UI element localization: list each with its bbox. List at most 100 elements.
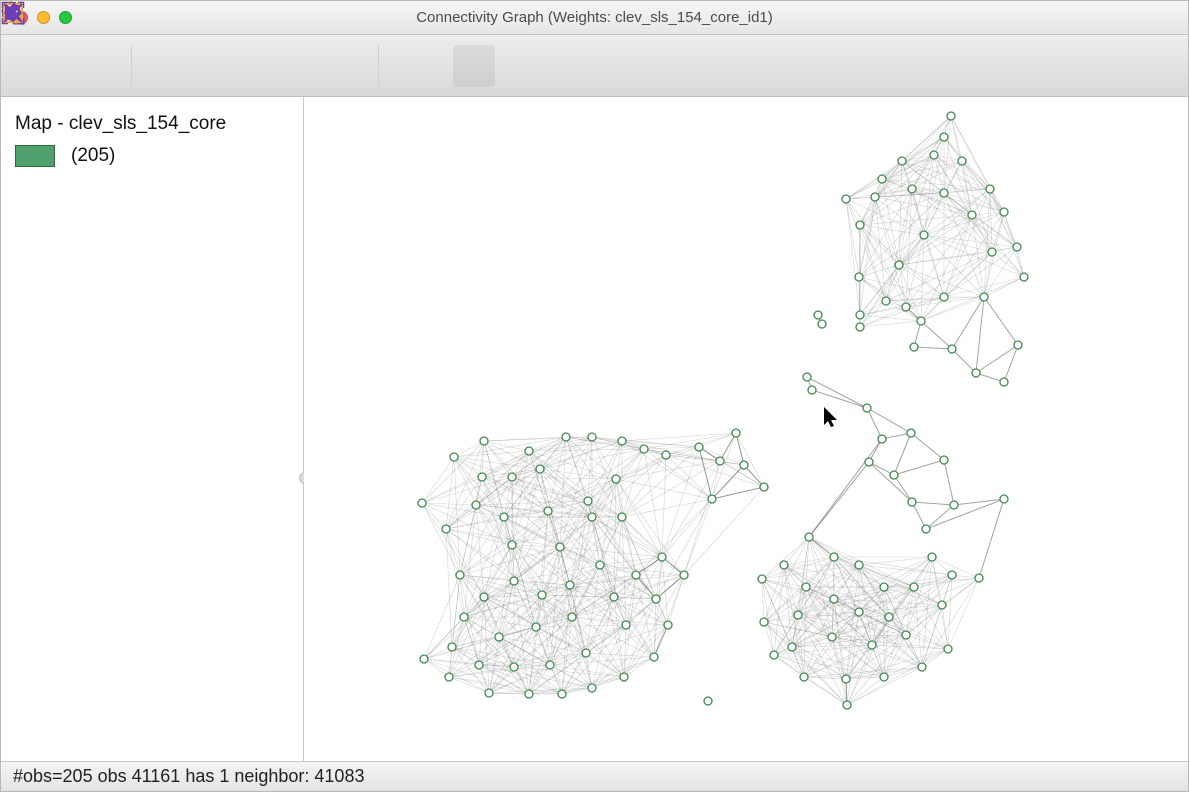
graph-node[interactable] bbox=[695, 443, 703, 451]
graph-node[interactable] bbox=[588, 513, 596, 521]
graph-node[interactable] bbox=[632, 571, 640, 579]
graph-node[interactable] bbox=[760, 618, 768, 626]
graph-node[interactable] bbox=[650, 653, 658, 661]
graph-node[interactable] bbox=[588, 684, 596, 692]
graph-node[interactable] bbox=[902, 631, 910, 639]
graph-node[interactable] bbox=[828, 633, 836, 641]
graph-node[interactable] bbox=[805, 533, 813, 541]
graph-node[interactable] bbox=[472, 501, 480, 509]
graph-node[interactable] bbox=[1014, 341, 1022, 349]
graph-node[interactable] bbox=[917, 317, 925, 325]
graph-node[interactable] bbox=[478, 473, 486, 481]
graph-node[interactable] bbox=[800, 673, 808, 681]
graph-node[interactable] bbox=[922, 525, 930, 533]
graph-node[interactable] bbox=[662, 451, 670, 459]
graph-node[interactable] bbox=[566, 581, 574, 589]
graph-node[interactable] bbox=[948, 345, 956, 353]
graph-node[interactable] bbox=[843, 701, 851, 709]
graph-node[interactable] bbox=[442, 525, 450, 533]
graph-node[interactable] bbox=[618, 513, 626, 521]
graph-node[interactable] bbox=[958, 157, 966, 165]
graph-node[interactable] bbox=[788, 643, 796, 651]
graph-node[interactable] bbox=[618, 437, 626, 445]
graph-node[interactable] bbox=[930, 151, 938, 159]
graph-node[interactable] bbox=[418, 499, 426, 507]
graph-node[interactable] bbox=[732, 429, 740, 437]
graph-node[interactable] bbox=[485, 689, 493, 697]
graph-node[interactable] bbox=[508, 541, 516, 549]
graph-node[interactable] bbox=[871, 193, 879, 201]
graph-node[interactable] bbox=[582, 649, 590, 657]
zoom-in-icon[interactable] bbox=[150, 45, 192, 87]
graph-node[interactable] bbox=[988, 248, 996, 256]
graph-node[interactable] bbox=[855, 273, 863, 281]
graph-node[interactable] bbox=[910, 343, 918, 351]
refresh-icon[interactable] bbox=[453, 45, 495, 87]
graph-node[interactable] bbox=[480, 437, 488, 445]
graph-node[interactable] bbox=[918, 663, 926, 671]
graph-node[interactable] bbox=[975, 574, 983, 582]
graph-node[interactable] bbox=[895, 261, 903, 269]
graph-node[interactable] bbox=[940, 456, 948, 464]
zoom-out-icon[interactable] bbox=[206, 45, 248, 87]
graph-node[interactable] bbox=[716, 457, 724, 465]
graph-node[interactable] bbox=[940, 293, 948, 301]
graph-node[interactable] bbox=[802, 583, 810, 591]
graph-node[interactable] bbox=[448, 643, 456, 651]
graph-node[interactable] bbox=[640, 445, 648, 453]
graph-node[interactable] bbox=[986, 185, 994, 193]
graph-node[interactable] bbox=[780, 561, 788, 569]
graph-node[interactable] bbox=[948, 571, 956, 579]
graph-node[interactable] bbox=[910, 583, 918, 591]
graph-node[interactable] bbox=[510, 577, 518, 585]
graph-node[interactable] bbox=[652, 595, 660, 603]
graph-node[interactable] bbox=[898, 157, 906, 165]
graph-node[interactable] bbox=[830, 553, 838, 561]
graph-node[interactable] bbox=[907, 429, 915, 437]
graph-node[interactable] bbox=[908, 185, 916, 193]
graph-node[interactable] bbox=[880, 583, 888, 591]
fit-icon[interactable] bbox=[318, 45, 360, 87]
pan-icon[interactable] bbox=[262, 45, 304, 87]
graph-node[interactable] bbox=[940, 189, 948, 197]
graph-node[interactable] bbox=[450, 453, 458, 461]
graph-node[interactable] bbox=[708, 495, 716, 503]
rect-select-icon[interactable] bbox=[71, 45, 113, 87]
graph-node[interactable] bbox=[856, 323, 864, 331]
graph-node[interactable] bbox=[480, 593, 488, 601]
graph-node[interactable] bbox=[460, 613, 468, 621]
graph-node[interactable] bbox=[818, 320, 826, 328]
graph-node[interactable] bbox=[445, 673, 453, 681]
graph-node[interactable] bbox=[495, 633, 503, 641]
graph-node[interactable] bbox=[544, 507, 552, 515]
graph-node[interactable] bbox=[770, 651, 778, 659]
weights-icon[interactable] bbox=[397, 45, 439, 87]
graph-node[interactable] bbox=[568, 613, 576, 621]
graph-node[interactable] bbox=[814, 311, 822, 319]
graph-node[interactable] bbox=[1020, 273, 1028, 281]
graph-node[interactable] bbox=[803, 373, 811, 381]
graph-node[interactable] bbox=[944, 645, 952, 653]
graph-node[interactable] bbox=[920, 231, 928, 239]
graph-node[interactable] bbox=[538, 591, 546, 599]
graph-node[interactable] bbox=[865, 458, 873, 466]
graph-canvas[interactable] bbox=[304, 97, 1188, 761]
graph-node[interactable] bbox=[842, 195, 850, 203]
graph-node[interactable] bbox=[558, 690, 566, 698]
graph-node[interactable] bbox=[1000, 495, 1008, 503]
graph-node[interactable] bbox=[947, 112, 955, 120]
graph-node[interactable] bbox=[878, 435, 886, 443]
titlebar[interactable]: Connectivity Graph (Weights: clev_sls_15… bbox=[1, 1, 1188, 35]
graph-node[interactable] bbox=[556, 543, 564, 551]
graph-node[interactable] bbox=[830, 595, 838, 603]
graph-node[interactable] bbox=[620, 673, 628, 681]
graph-node[interactable] bbox=[885, 613, 893, 621]
graph-node[interactable] bbox=[588, 433, 596, 441]
graph-node[interactable] bbox=[510, 663, 518, 671]
graph-node[interactable] bbox=[880, 673, 888, 681]
graph-node[interactable] bbox=[536, 465, 544, 473]
graph-node[interactable] bbox=[972, 369, 980, 377]
graph-node[interactable] bbox=[950, 501, 958, 509]
graph-node[interactable] bbox=[878, 175, 886, 183]
legend-swatch[interactable] bbox=[15, 145, 55, 167]
